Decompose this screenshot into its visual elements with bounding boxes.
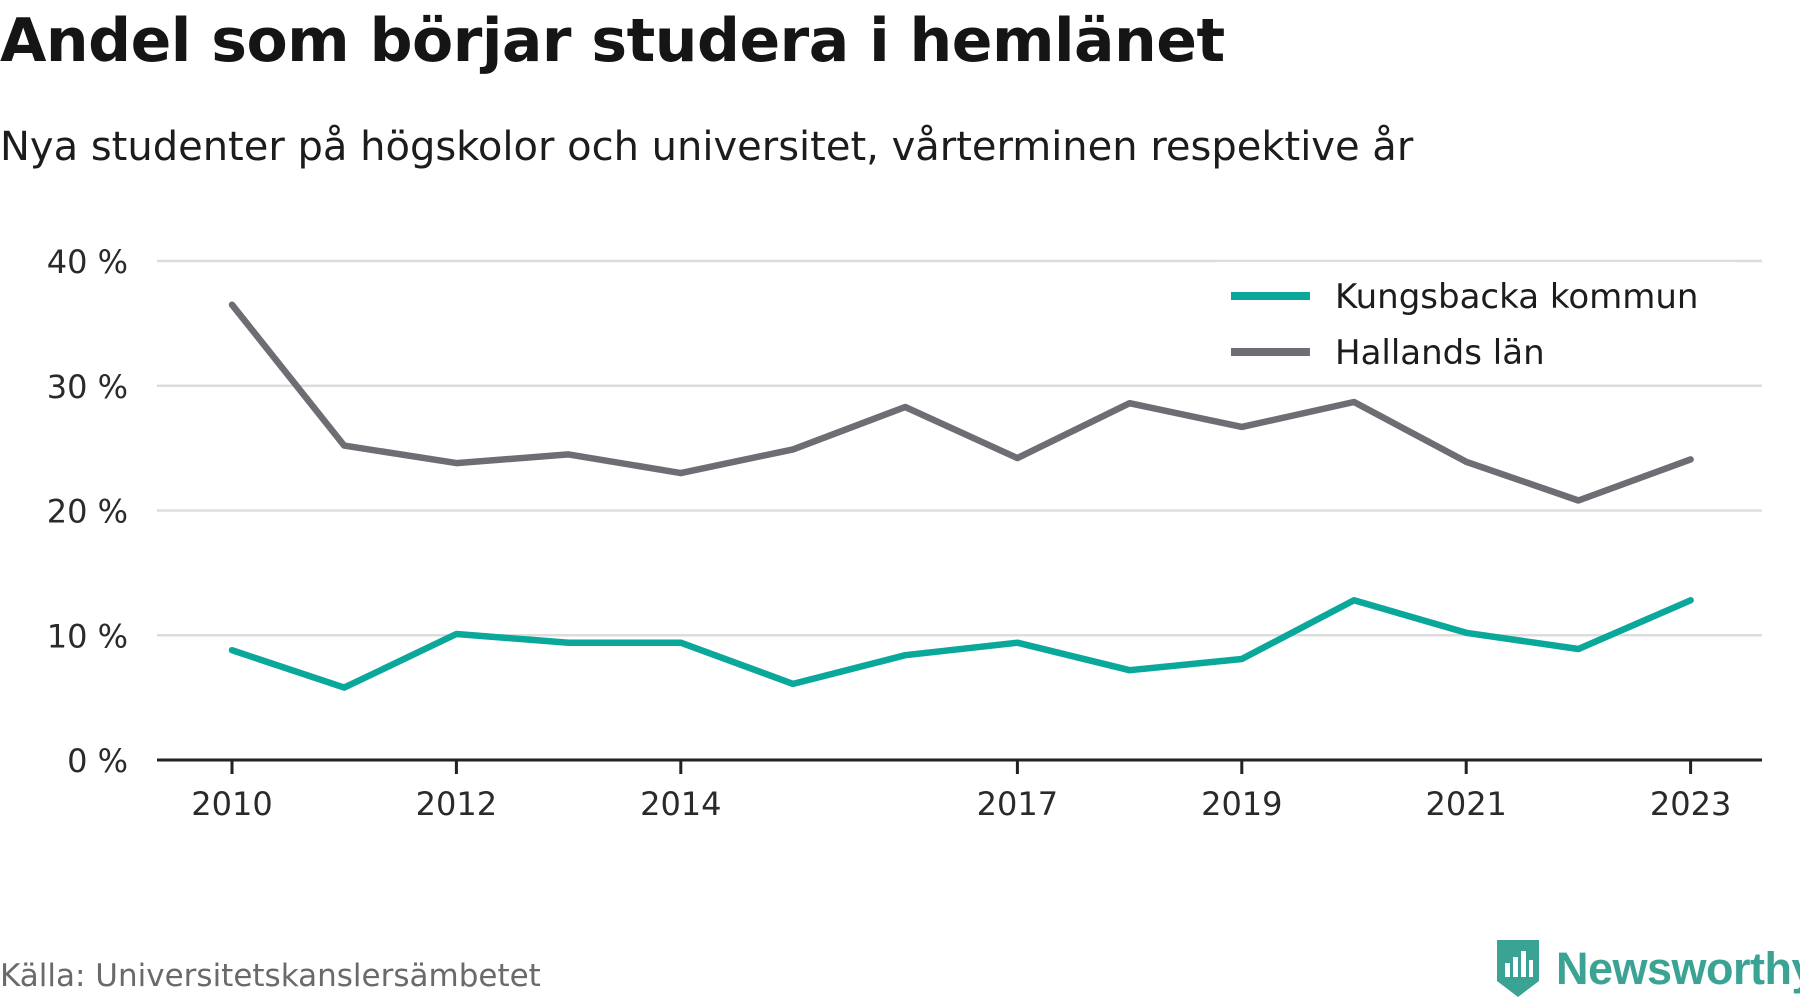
legend-label: Hallands län <box>1335 333 1545 373</box>
newsworthy-logo[interactable]: Newsworthy <box>1494 936 1800 1002</box>
chart-title: Andel som börjar studera i hemlänet <box>0 6 1225 76</box>
axes: 0 % 10 % 20 % 30 % 40 % 2010 2012 2014 2017 2019 2… <box>47 243 1762 823</box>
x-tick-label: 2014 <box>640 785 721 823</box>
y-tick-label: 30 % <box>47 368 128 406</box>
newsworthy-logo-icon <box>1497 940 1539 997</box>
series-line-0 <box>228 597 1694 691</box>
x-tick-label: 2023 <box>1650 785 1731 823</box>
legend-background <box>1215 262 1735 384</box>
line-chart: 0 % 10 % 20 % 30 % 40 % 2010 2012 2014 2017 2019 2… <box>47 243 1762 823</box>
x-tick-label: 2010 <box>191 785 272 823</box>
legend-label: Kungsbacka kommun <box>1335 277 1698 317</box>
y-tick-label: 20 % <box>47 493 128 531</box>
y-tick-label: 10 % <box>47 617 128 655</box>
series-lines <box>228 301 1694 691</box>
logo-text: Newsworthy <box>1556 943 1800 994</box>
series-line-1 <box>228 301 1694 504</box>
y-tick-label: 40 % <box>47 243 128 281</box>
x-tick-label: 2021 <box>1425 785 1506 823</box>
x-tick-label: 2019 <box>1201 785 1282 823</box>
source-note: Källa: Universitetskanslersämbetet <box>0 958 541 994</box>
x-tick-label: 2012 <box>416 785 497 823</box>
chart-subtitle: Nya studenter på högskolor och universit… <box>0 124 1414 170</box>
legend: Kungsbacka kommun Hallands län <box>1215 262 1735 384</box>
y-tick-label: 0 % <box>67 742 128 780</box>
x-tick-label: 2017 <box>977 785 1058 823</box>
